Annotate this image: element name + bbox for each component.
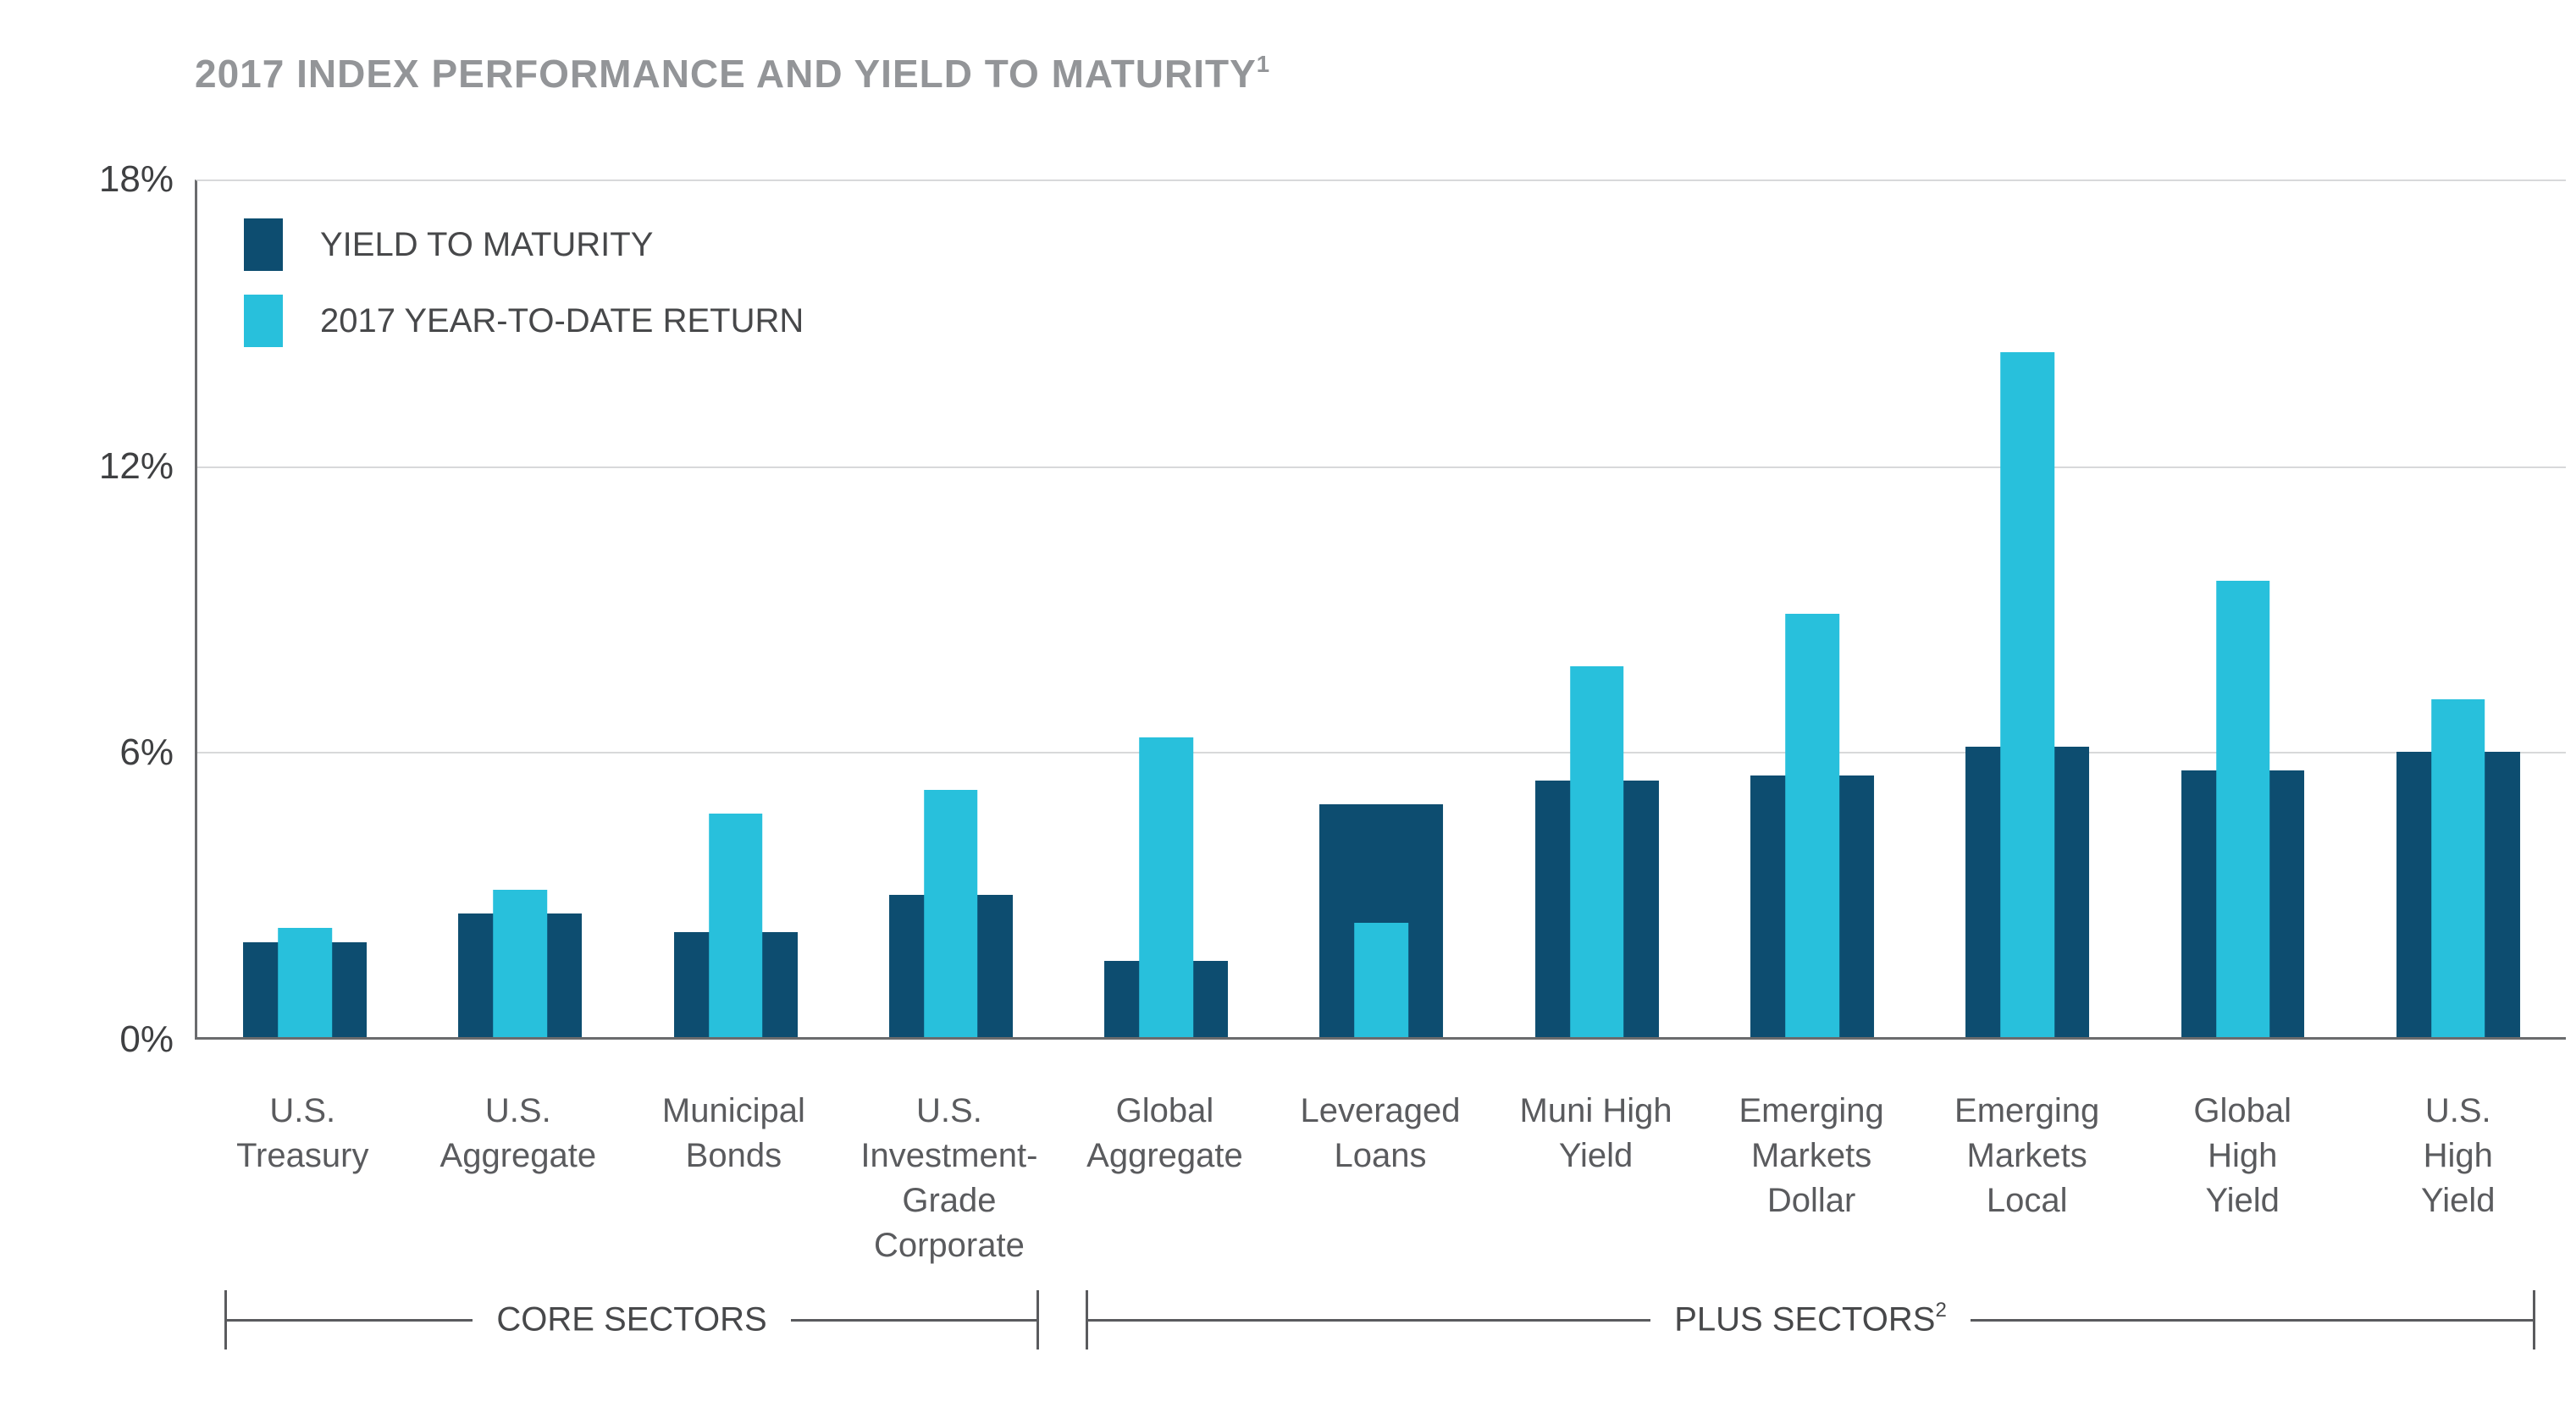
x-label-line: Loans	[1334, 1137, 1427, 1174]
bar-group-municipal-bonds	[628, 181, 843, 1037]
ytd-bar-u-s-aggregate	[493, 889, 548, 1037]
core-sectors-label-text: CORE SECTORS	[496, 1300, 767, 1338]
x-label-line: Corporate	[873, 1227, 1025, 1264]
x-label-line: Yield	[1558, 1137, 1633, 1174]
x-label-line: Muni High	[1519, 1092, 1672, 1129]
x-label-u-s-treasury: U.S. Treasury	[195, 1089, 411, 1268]
bracket-right-tick	[1036, 1290, 1040, 1349]
bar-group-u-s-treasury	[197, 181, 412, 1037]
x-label-leveraged-loans: Leveraged Loans	[1273, 1089, 1489, 1268]
bar-group-global-high-yield	[2135, 181, 2350, 1037]
core-sectors-bracket: CORE SECTORS	[224, 1290, 1040, 1349]
ytd-bar-global-aggregate	[1139, 737, 1193, 1037]
ytd-bar-u-s-treasury	[278, 927, 332, 1037]
ytd-bar-muni-high-yield	[1569, 665, 1624, 1037]
x-label-line: Aggregate	[1086, 1137, 1243, 1174]
gridline-12pct	[197, 466, 2566, 468]
x-label-line: Leveraged	[1300, 1092, 1461, 1129]
x-axis-labels: U.S. Treasury U.S. Aggregate Municipal Bonds U…	[195, 1089, 2566, 1268]
bar-group-muni-high-yield	[1490, 181, 1705, 1037]
x-label-global-aggregate: Global Aggregate	[1057, 1089, 1273, 1268]
bracket-line	[1088, 1318, 1651, 1322]
bracket-left-tick	[224, 1290, 227, 1349]
ytd-bar-leveraged-loans	[1354, 923, 1409, 1037]
legend-item-ytd-return: 2017 YEAR-TO-DATE RETURN	[244, 295, 804, 347]
x-label-u-s-high-yield: U.S. High Yield	[2350, 1089, 2566, 1268]
x-label-line: Global	[1115, 1092, 1214, 1129]
x-label-line: Emerging	[1954, 1092, 2100, 1129]
plus-sectors-label: PLUS SECTORS2	[1650, 1299, 1971, 1338]
x-label-muni-high-yield: Muni High Yield	[1488, 1089, 1704, 1268]
bracket-left-tick	[1086, 1290, 1088, 1349]
bar-group-emerging-markets-dollar	[1705, 181, 1920, 1037]
x-label-line: Dollar	[1766, 1182, 1856, 1219]
bracket-right-tick	[2533, 1290, 2536, 1349]
x-label-line: Yield	[2421, 1182, 2496, 1219]
ytm-legend-swatch	[244, 218, 283, 271]
gridline-6pct	[197, 752, 2566, 753]
ytd-legend-swatch	[244, 295, 283, 347]
x-label-line: High	[2208, 1137, 2278, 1174]
chart-title-text: 2017 INDEX PERFORMANCE AND YIELD TO MATU…	[195, 52, 1257, 96]
x-label-line: Emerging	[1739, 1092, 1884, 1129]
bar-group-u-s-high-yield	[2351, 181, 2566, 1037]
x-label-line: Municipal	[661, 1092, 805, 1129]
x-label-line: Treasury	[236, 1137, 369, 1174]
y-tick-0pct: 0%	[119, 1018, 174, 1060]
x-label-global-high-yield: Global High Yield	[2135, 1089, 2351, 1268]
bracket-line	[790, 1318, 1037, 1322]
x-label-line: U.S.	[484, 1092, 551, 1129]
x-label-line: U.S.	[2424, 1092, 2491, 1129]
plus-sectors-label-text: PLUS SECTORS	[1674, 1300, 1936, 1338]
x-label-line: Aggregate	[439, 1137, 597, 1174]
x-label-line: Global	[2193, 1092, 2291, 1129]
ytd-bar-emerging-markets-local	[2000, 352, 2055, 1037]
x-label-municipal-bonds: Municipal Bonds	[626, 1089, 842, 1268]
plus-sectors-bracket: PLUS SECTORS2	[1086, 1290, 2536, 1349]
x-label-line: Yield	[2205, 1182, 2280, 1219]
chart-title: 2017 INDEX PERFORMANCE AND YIELD TO MATU…	[195, 51, 1270, 97]
x-label-u-s-aggregate: U.S. Aggregate	[411, 1089, 627, 1268]
ytd-bar-emerging-markets-dollar	[1785, 614, 1839, 1037]
ytd-bar-global-high-yield	[2215, 580, 2270, 1037]
x-label-emerging-markets-dollar: Emerging Markets Dollar	[1704, 1089, 1920, 1268]
x-label-emerging-markets-local: Emerging Markets Local	[1919, 1089, 2135, 1268]
core-sectors-label: CORE SECTORS	[473, 1300, 790, 1338]
bar-group-leveraged-loans	[1274, 181, 1489, 1037]
x-label-line: Grade	[902, 1182, 997, 1219]
ytd-bar-municipal-bonds	[708, 814, 763, 1037]
bar-group-u-s-aggregate	[412, 181, 627, 1037]
ytd-legend-label: 2017 YEAR-TO-DATE RETURN	[320, 301, 804, 339]
x-label-line: Investment-	[860, 1137, 1038, 1174]
y-tick-18pct: 18%	[98, 158, 174, 200]
x-label-line: Local	[1986, 1182, 2068, 1219]
plot-area	[195, 179, 2566, 1040]
chart-title-superscript: 1	[1256, 50, 1271, 77]
bar-group-global-aggregate	[1059, 181, 1274, 1037]
legend-item-yield-to-maturity: YIELD TO MATURITY	[244, 218, 653, 271]
x-label-u-s-investment-grade-corporate: U.S. Investment- Grade Corporate	[842, 1089, 1058, 1268]
y-tick-12pct: 12%	[98, 444, 174, 487]
x-label-line: High	[2423, 1137, 2493, 1174]
x-label-line: Bonds	[685, 1137, 782, 1174]
ytd-bar-u-s-high-yield	[2431, 699, 2485, 1037]
plus-sectors-superscript: 2	[1935, 1299, 1947, 1322]
bar-group-emerging-markets-local	[1920, 181, 2135, 1037]
bars-row	[197, 181, 2566, 1037]
x-label-line: Markets	[1750, 1137, 1872, 1174]
bracket-line	[1970, 1318, 2534, 1322]
ytd-bar-u-s-investment-grade-corporate	[924, 789, 978, 1037]
bracket-line	[227, 1318, 473, 1322]
x-label-line: U.S.	[916, 1092, 982, 1129]
x-label-line: U.S.	[269, 1092, 336, 1129]
y-tick-6pct: 6%	[119, 731, 174, 774]
x-label-line: Markets	[1966, 1137, 2087, 1174]
bar-group-u-s-investment-grade-corporate	[843, 181, 1059, 1037]
ytm-legend-label: YIELD TO MATURITY	[320, 225, 654, 263]
